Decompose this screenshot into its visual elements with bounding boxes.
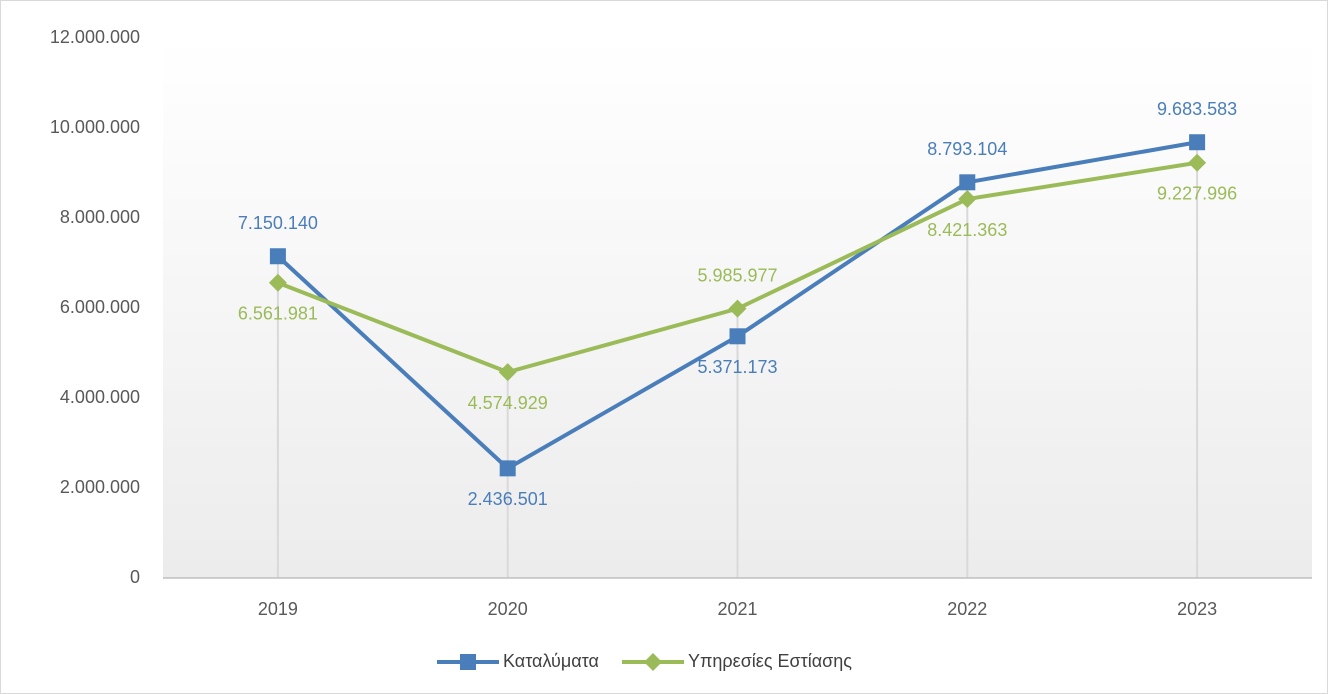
data-label: 7.150.140: [238, 213, 318, 233]
x-tick-label: 2020: [488, 599, 528, 619]
x-tick-label: 2021: [717, 599, 757, 619]
y-tick-label: 0: [130, 567, 140, 587]
x-tick-label: 2019: [258, 599, 298, 619]
data-point: [498, 363, 517, 382]
legend-marker: [460, 654, 476, 670]
data-label: 9.227.996: [1157, 183, 1237, 203]
y-tick-label: 12.000.000: [50, 27, 140, 47]
data-point: [268, 273, 287, 292]
y-tick-label: 10.000.000: [50, 117, 140, 137]
y-tick-label: 4.000.000: [60, 387, 140, 407]
data-point: [1189, 134, 1206, 151]
data-label: 4.574.929: [468, 393, 548, 413]
y-tick-label: 2.000.000: [60, 477, 140, 497]
x-tick-label: 2023: [1177, 599, 1217, 619]
data-point: [269, 248, 286, 265]
data-label: 5.985.977: [697, 265, 777, 285]
data-point: [958, 190, 977, 209]
legend-label: Καταλύματα: [503, 651, 599, 671]
y-tick-label: 6.000.000: [60, 297, 140, 317]
data-point: [728, 299, 747, 318]
data-label: 6.561.981: [238, 303, 318, 323]
legend-marker: [644, 653, 662, 671]
y-tick-label: 8.000.000: [60, 207, 140, 227]
data-point: [1188, 153, 1207, 172]
data-label: 2.436.501: [468, 489, 548, 509]
data-label: 8.421.363: [927, 220, 1007, 240]
data-label: 5.371.173: [697, 357, 777, 377]
legend-label: Υπηρεσίες Εστίασης: [688, 651, 852, 671]
data-label: 8.793.104: [927, 139, 1007, 159]
x-tick-label: 2022: [947, 599, 987, 619]
data-point: [499, 460, 516, 477]
data-point: [959, 174, 976, 191]
data-point: [729, 328, 746, 345]
data-label: 9.683.583: [1157, 99, 1237, 119]
